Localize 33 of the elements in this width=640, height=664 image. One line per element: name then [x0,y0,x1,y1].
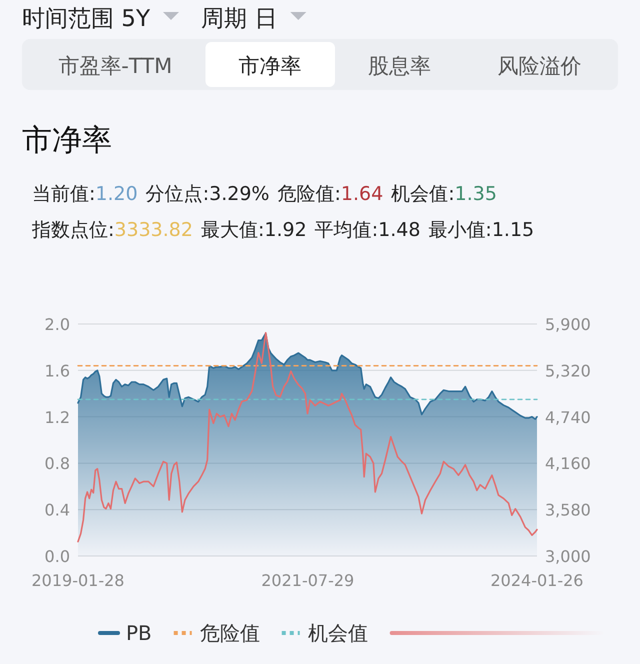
legend-label: 危险值 [200,621,260,645]
text: 股息率 [368,54,432,78]
text: 分位点:3.29% [146,183,270,205]
y-tick-label: 0.4 [44,500,70,520]
y-tick-label: 1.2 [44,408,70,427]
y-tick-label: 0.8 [44,454,70,474]
text: 最大值:1.92 [200,219,307,241]
y2-tick-label: 4,740 [545,408,591,427]
legend-label: PB [126,621,152,645]
chart-title: 市净率 [22,123,112,158]
legend-label: 机会值 [308,621,368,645]
text: 当前值:1.20 [32,183,138,205]
text: 时间范围 5Y [22,6,151,32]
text: 风险溢价 [498,54,582,78]
y-tick-label: 0.0 [44,547,70,566]
text: 危险值:1.64 [277,183,384,205]
text: 最小值:1.15 [428,219,534,241]
text: 机会值:1.35 [391,183,497,205]
y2-tick-label: 4,160 [545,454,591,474]
y2-tick-label: 5,320 [545,361,591,380]
text: 指数点位:3333.82 [31,219,193,241]
text: 平均值:1.48 [314,219,420,241]
y2-tick-label: 5,900 [545,315,591,334]
text: 市净率 [238,54,302,78]
x-tick-label: 2021-07-29 [261,571,354,590]
text: 市盈率-TTM [58,54,172,78]
y2-tick-label: 3,000 [545,547,591,566]
y-tick-label: 2.0 [44,315,70,334]
x-tick-label: 2024-01-26 [490,571,584,590]
y-tick-label: 1.6 [44,361,70,380]
x-tick-label: 2019-01-28 [32,571,124,590]
text: 周期 日 [201,6,278,32]
y2-tick-label: 3,580 [545,500,591,520]
